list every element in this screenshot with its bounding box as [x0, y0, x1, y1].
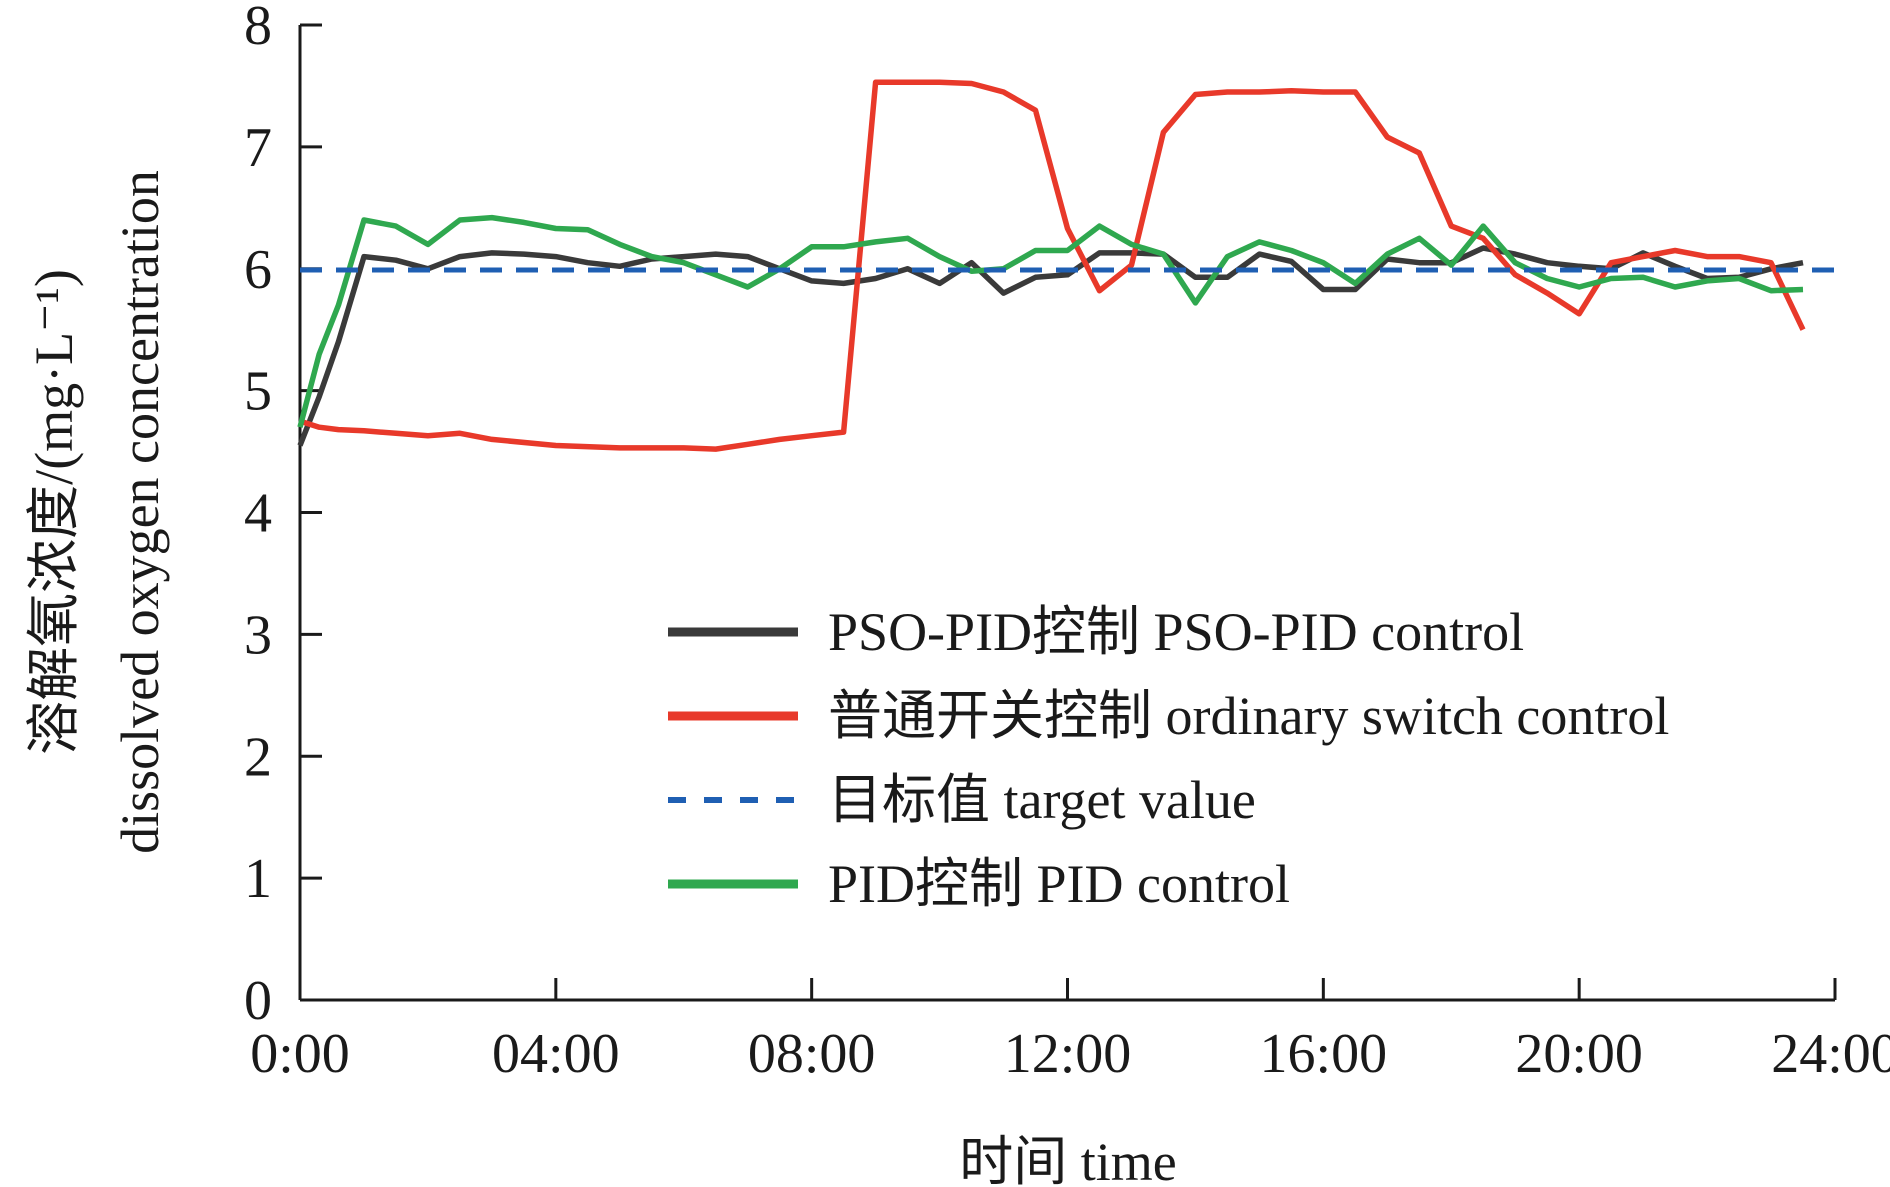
- legend-label-1: 普通开关控制 ordinary switch control: [828, 686, 1669, 746]
- x-axis-title: 时间 time: [959, 1132, 1176, 1187]
- x-tick-label: 04:00: [492, 1023, 620, 1085]
- y-tick-label: 8: [244, 0, 272, 57]
- x-tick-label: 08:00: [748, 1023, 876, 1085]
- y-tick-label: 1: [244, 848, 272, 910]
- legend-label-3: PID控制 PID control: [828, 854, 1290, 914]
- y-axis-ticks: 0 1 2 3 4 5 6 7 8: [244, 0, 322, 1032]
- x-tick-label: 0:00: [250, 1023, 350, 1085]
- x-tick-label: 12:00: [1004, 1023, 1132, 1085]
- legend-label-0: PSO-PID控制 PSO-PID control: [828, 602, 1524, 662]
- y-tick-label: 0: [244, 970, 272, 1032]
- x-tick-label: 24:00: [1771, 1023, 1890, 1085]
- y-axis-title-chinese: 溶解氧浓度/(mg·L⁻¹): [24, 269, 84, 755]
- series-layer: [297, 79, 1835, 452]
- y-tick-label: 2: [244, 726, 272, 788]
- legend-label-2: 目标值 target value: [828, 770, 1256, 830]
- x-axis-ticks: 0:00 04:00 08:00 12:00 16:00 20:00 24:00: [250, 978, 1890, 1085]
- legend: PSO-PID控制 PSO-PID control 普通开关控制 ordinary…: [668, 602, 1669, 914]
- y-tick-label: 6: [244, 239, 272, 301]
- y-tick-label: 4: [244, 483, 272, 545]
- series-line-3: [297, 214, 1804, 428]
- y-tick-label: 3: [244, 604, 272, 666]
- series-line-1: [299, 79, 1806, 452]
- series-line-0: [297, 245, 1804, 447]
- x-tick-label: 20:00: [1515, 1023, 1643, 1085]
- y-axis-title-english: dissolved oxygen concentration: [110, 170, 170, 854]
- x-tick-label: 16:00: [1260, 1023, 1388, 1085]
- y-tick-label: 7: [244, 117, 272, 179]
- y-tick-label: 5: [244, 361, 272, 423]
